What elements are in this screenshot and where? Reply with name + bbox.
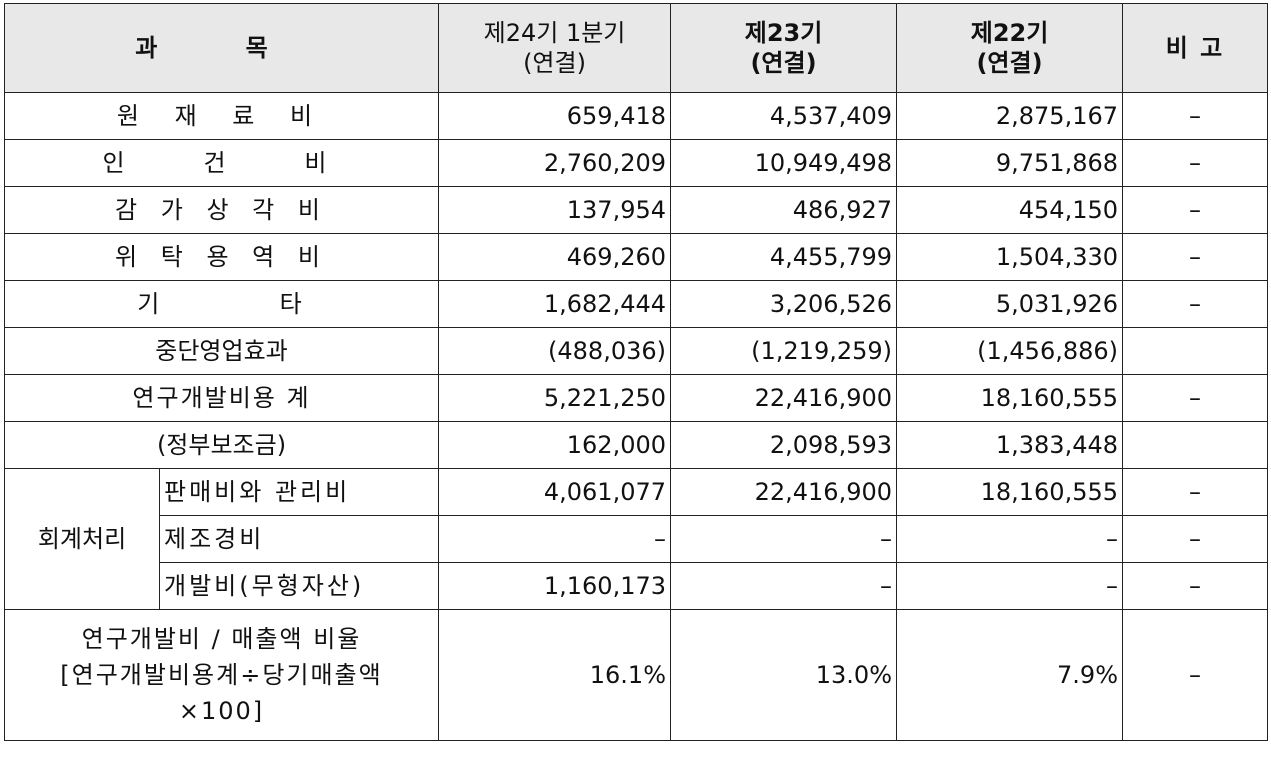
cell-p22: 1,383,448: [896, 421, 1124, 469]
cell-note: –: [1122, 562, 1269, 610]
header-item: 과 목: [3, 3, 440, 93]
cell-note: –: [1122, 233, 1269, 281]
ratio-label-line3: ×100]: [178, 697, 265, 725]
cell-p24: 659,418: [438, 92, 672, 140]
ratio-label-line1: 연구개발비 / 매출액 비율: [81, 625, 362, 653]
cell-p22: 454,150: [896, 186, 1124, 234]
header-period-22: 제22기 (연결): [896, 3, 1124, 93]
cell-p23: 486,927: [670, 186, 898, 234]
table-row: 감 가 상 각 비 137,954 486,927 454,150 –: [3, 186, 1269, 234]
ratio-label: 연구개발비 / 매출액 비율 [연구개발비용계÷당기매출액 ×100]: [3, 609, 440, 741]
cell-p22: 18,160,555: [896, 468, 1124, 516]
row-label: 기 타: [3, 280, 440, 328]
cell-p23: (1,219,259): [670, 327, 898, 375]
row-label: 중단영업효과: [3, 327, 440, 375]
table-row: 제조경비 – – – –: [5, 515, 1269, 563]
row-label: 위 탁 용 역 비: [3, 233, 440, 281]
table-row: 원 재 료 비 659,418 4,537,409 2,875,167 –: [3, 92, 1269, 140]
row-label: 연구개발비용 계: [3, 374, 440, 422]
cell-note: –: [1122, 515, 1269, 563]
row-label: 제조경비: [158, 515, 440, 563]
cell-p23: 3,206,526: [670, 280, 898, 328]
row-label: 인 건 비: [3, 139, 440, 187]
table-row: (정부보조금) 162,000 2,098,593 1,383,448: [3, 421, 1269, 469]
header-period-23: 제23기 (연결): [670, 3, 898, 93]
table-row: 위 탁 용 역 비 469,260 4,455,799 1,504,330 –: [3, 233, 1269, 281]
cell-p24: –: [438, 515, 672, 563]
cell-p23: –: [670, 515, 898, 563]
rnd-expense-table: 과 목 제24기 1분기 (연결) 제23기 (연결) 제22기 (연결) 비 고 원…: [3, 3, 1269, 741]
cell-p24: (488,036): [438, 327, 672, 375]
table-row: 회계처리 판매비와 관리비 4,061,077 22,416,900 18,16…: [4, 468, 1269, 610]
cell-p24: 2,760,209: [438, 139, 672, 187]
table-row: 기 타 1,682,444 3,206,526 5,031,926 –: [3, 280, 1269, 328]
cell-p24: 469,260: [438, 233, 672, 281]
row-label: (정부보조금): [3, 421, 440, 469]
cell-note: –: [1122, 468, 1269, 516]
cell-p24: 1,682,444: [438, 280, 672, 328]
row-label: 판매비와 관리비: [158, 468, 440, 516]
cell-p22: –: [896, 515, 1124, 563]
cell-p23: –: [670, 562, 898, 610]
cell-p22: 9,751,868: [896, 139, 1124, 187]
cell-p23: 22,416,900: [670, 374, 898, 422]
cell-p23: 4,537,409: [670, 92, 898, 140]
cell-p23: 2,098,593: [670, 421, 898, 469]
ratio-label-line2: [연구개발비용계÷당기매출액: [60, 661, 383, 689]
table-row: 중단영업효과 (488,036) (1,219,259) (1,456,886): [3, 327, 1269, 375]
accounting-group-label: 회계처리: [4, 468, 160, 610]
cell-p24: 1,160,173: [438, 562, 672, 610]
cell-note: –: [1122, 609, 1269, 741]
table-row: 개발비(무형자산) 1,160,173 – – –: [5, 562, 1269, 610]
cell-p24: 137,954: [438, 186, 672, 234]
cell-p23: 10,949,498: [670, 139, 898, 187]
cell-note: –: [1122, 280, 1269, 328]
cell-note: –: [1122, 374, 1269, 422]
cell-note: –: [1122, 92, 1269, 140]
cell-p23: 13.0%: [670, 609, 898, 741]
header-note: 비 고: [1122, 3, 1269, 93]
cell-p22: 2,875,167: [896, 92, 1124, 140]
cell-p24: 4,061,077: [438, 468, 672, 516]
cell-p24: 16.1%: [438, 609, 672, 741]
cell-note: –: [1122, 186, 1269, 234]
cell-p24: 5,221,250: [438, 374, 672, 422]
cell-p22: 7.9%: [896, 609, 1124, 741]
row-label: 원 재 료 비: [3, 92, 440, 140]
cell-note: –: [1122, 139, 1269, 187]
cell-note: [1122, 421, 1269, 469]
cell-p22: 5,031,926: [896, 280, 1124, 328]
table-row: 인 건 비 2,760,209 10,949,498 9,751,868 –: [3, 139, 1269, 187]
row-label: 감 가 상 각 비: [3, 186, 440, 234]
cell-p23: 4,455,799: [670, 233, 898, 281]
table-row: 연구개발비용 계 5,221,250 22,416,900 18,160,555…: [3, 374, 1269, 422]
cell-p22: 1,504,330: [896, 233, 1124, 281]
header-period-24: 제24기 1분기 (연결): [438, 3, 672, 93]
cell-note: [1122, 327, 1269, 375]
cell-p22: 18,160,555: [896, 374, 1124, 422]
ratio-row: 연구개발비 / 매출액 비율 [연구개발비용계÷당기매출액 ×100] 16.1…: [3, 609, 1269, 741]
cell-p22: –: [896, 562, 1124, 610]
cell-p22: (1,456,886): [896, 327, 1124, 375]
header-row: 과 목 제24기 1분기 (연결) 제23기 (연결) 제22기 (연결) 비 고: [3, 3, 1269, 93]
cell-p24: 162,000: [438, 421, 672, 469]
cell-p23: 22,416,900: [670, 468, 898, 516]
row-label: 개발비(무형자산): [158, 562, 440, 610]
